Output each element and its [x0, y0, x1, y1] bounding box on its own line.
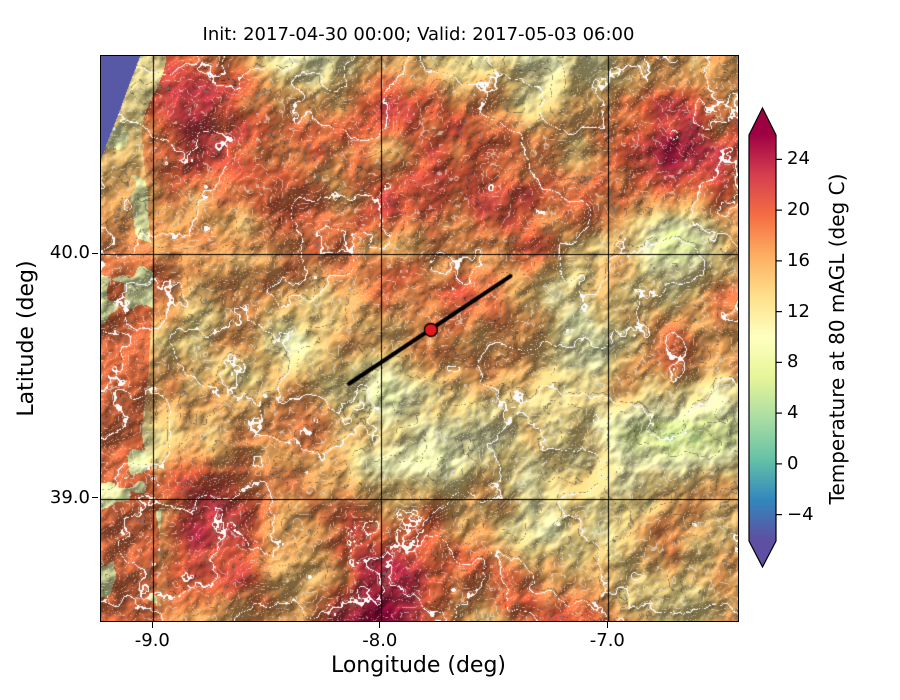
x-tick-label: -7.0	[589, 630, 625, 651]
plot-title: Init: 2017-04-30 00:00; Valid: 2017-05-0…	[202, 24, 635, 45]
y-tick-label: 39.0	[49, 486, 90, 508]
y-tick-label: 40.0	[49, 242, 90, 264]
y-tick-mark	[92, 252, 98, 254]
colorbar-tick-label: 16	[787, 249, 810, 271]
y-axis-label: Latitude (deg)	[14, 260, 39, 417]
x-tick-mark	[151, 622, 153, 628]
colorbar-tick-label: 20	[787, 199, 810, 221]
x-tick-mark	[379, 622, 381, 628]
colorbar-tick-label: 4	[787, 402, 799, 424]
colorbar-tick-marks	[776, 158, 782, 516]
x-tick-label: -9.0	[134, 630, 170, 651]
colorbar-gradient-bar	[748, 106, 777, 569]
x-tick-mark	[606, 622, 608, 628]
colorbar-tick-label: 0	[787, 452, 799, 474]
colorbar-tick-label: 8	[787, 351, 799, 373]
x-axis-label: Longitude (deg)	[330, 653, 507, 678]
colorbar-tick-label: −4	[787, 503, 814, 525]
x-tick-label: -8.0	[362, 630, 398, 651]
y-tick-mark	[92, 497, 98, 499]
colorbar-tick-label: 24	[787, 148, 810, 170]
colorbar-tick-label: 12	[787, 300, 810, 322]
temperature-map-canvas	[101, 56, 738, 621]
colorbar	[748, 106, 782, 569]
map-plot-area	[100, 55, 739, 622]
